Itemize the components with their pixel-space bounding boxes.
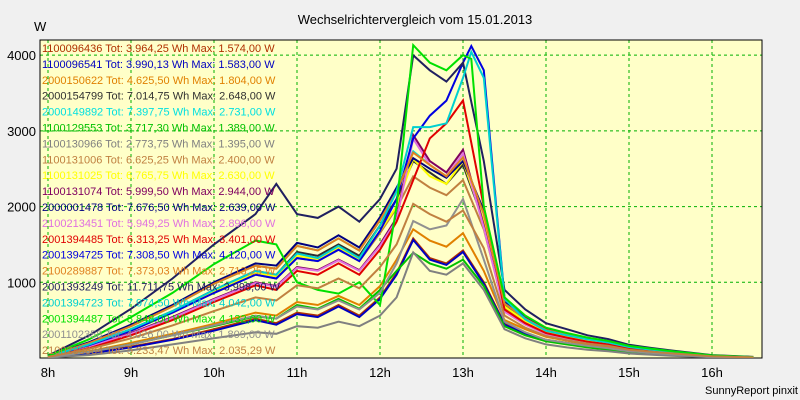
footer-credit: SunnyReport pinxit <box>705 385 798 397</box>
legend-entry: 2000150622 Tot: 4.625,50 Wh Max: 1.804,0… <box>42 75 276 87</box>
chart-title: Wechselrichtervergleich vom 15.01.2013 <box>298 12 533 27</box>
x-tick-label: 8h <box>41 365 55 380</box>
y-axis-label: W <box>34 19 47 34</box>
legend-entry: 2100213451 Tot: 5.949,25 Wh Max: 2.896,0… <box>42 218 276 230</box>
x-tick-label: 15h <box>618 365 640 380</box>
y-tick-label: 2000 <box>7 200 36 215</box>
legend-entry: 1100096436 Tot: 3.964,25 Wh Max: 1.574,0… <box>42 43 275 55</box>
legend-entry: 2100289887 Tot: 7.373,03 Wh Max: 2.713,2… <box>42 266 276 278</box>
series-line-16 <box>47 53 754 358</box>
x-tick-label: 12h <box>369 365 391 380</box>
series-line-19 <box>47 196 754 358</box>
series-line-13 <box>47 98 754 358</box>
legend-entry: 2000001478 Tot: 7.676,50 Wh Max: 2.639,0… <box>42 202 276 214</box>
plot-frame <box>39 39 763 359</box>
series-line-20 <box>47 202 754 358</box>
legend-entry: 1100131074 Tot: 5.999,50 Wh Max: 2.944,0… <box>42 186 275 198</box>
x-tick-label: 11h <box>287 365 308 380</box>
x-tick-label: 16h <box>701 365 723 380</box>
legend-entry: 2001394725 Tot: 7.308,50 Wh Max: 4.120,0… <box>42 250 276 262</box>
legend-entry: 1100131006 Tot: 6.625,25 Wh Max: 2.400,0… <box>42 154 275 166</box>
y-tick-label: 4000 <box>7 48 36 63</box>
series-line-17 <box>47 49 754 358</box>
legend-entry: 1100096541 Tot: 3.990,13 Wh Max: 1.583,0… <box>42 59 275 71</box>
legend-entry: 1100129553 Tot: 3.717,30 Wh Max: 1.389,0… <box>42 123 275 135</box>
legend-entry: 2001102358 Tot: 4.026,00 Wh Max: 1.809,0… <box>42 329 275 341</box>
x-tick-label: 9h <box>124 365 138 380</box>
legend-entry: 2000149892 Tot: 7.397,75 Wh Max: 2.731,0… <box>42 107 276 119</box>
y-tick-label: 3000 <box>7 124 36 139</box>
legend-entry: 2100289884 Tot: 5.233,47 Wh Max: 2.035,2… <box>42 345 276 357</box>
legend-entry: 1100130966 Tot: 2.773,75 Wh Max: 1.395,0… <box>42 138 275 150</box>
legend-entry: 2001393249 Tot: 11.711,75 Wh Max: 3.998,… <box>42 282 281 294</box>
y-tick-label: 1000 <box>7 275 36 290</box>
series-line-18 <box>47 42 754 358</box>
x-tick-label: 10h <box>203 365 225 380</box>
x-tick-label: 14h <box>535 365 557 380</box>
legend-entry: 2001394723 Tot: 7.974,50 Wh Max: 4.042,0… <box>42 297 276 309</box>
x-tick-label: 13h <box>452 365 474 380</box>
series-line-7 <box>47 250 754 358</box>
legend-entry: 2000154799 Tot: 7.014,75 Wh Max: 2.648,0… <box>42 91 276 103</box>
legend-entry: 2001394485 Tot: 6.313,25 Wh Max: 3.401,0… <box>42 234 276 246</box>
legend-entry: 2001394487 Tot: 8.848,00 Wh Max: 4.132,0… <box>42 313 276 325</box>
legend-entry: 1100131025 Tot: 6.765,75 Wh Max: 2.630,0… <box>42 170 275 182</box>
